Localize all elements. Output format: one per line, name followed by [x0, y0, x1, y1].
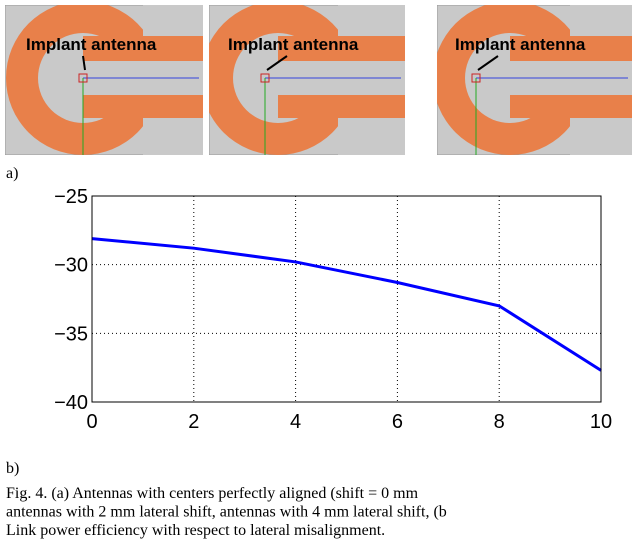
- x-tick-label: 6: [392, 411, 403, 433]
- x-tick-label: 8: [494, 411, 505, 433]
- panel-label: b): [6, 460, 19, 477]
- x-tick-label: 4: [290, 411, 301, 433]
- plot-area: [92, 196, 601, 402]
- gap-bg: [570, 118, 632, 158]
- x-tick-label: 10: [590, 411, 612, 433]
- antenna-label: Implant antenna: [228, 35, 359, 54]
- y-tick-label: −25: [54, 186, 88, 208]
- page: Implant antenna Implant antenna Implant an…: [0, 0, 632, 557]
- x-tick-label: 2: [188, 411, 199, 433]
- antenna-label: Implant antenna: [455, 35, 586, 54]
- figure: Implant antenna Implant antenna Implant an…: [0, 0, 632, 557]
- gap-bg: [570, 0, 632, 36]
- x-tick-label: 0: [86, 411, 97, 433]
- antenna-label: Implant antenna: [26, 35, 157, 54]
- y-tick-label: −30: [54, 255, 88, 277]
- arm-bottom: [510, 95, 632, 118]
- panel-label: a): [6, 165, 18, 182]
- caption-line: Fig. 4. (a) Antennas with centers perfec…: [6, 485, 419, 502]
- caption-line: Link power efficiency with respect to la…: [6, 522, 385, 539]
- y-tick-label: −35: [54, 323, 88, 345]
- y-tick-label: −40: [54, 392, 88, 414]
- antenna-panel: Implant antenna: [433, 0, 632, 160]
- caption-line: antennas with 2 mm lateral shift, antenn…: [6, 504, 447, 521]
